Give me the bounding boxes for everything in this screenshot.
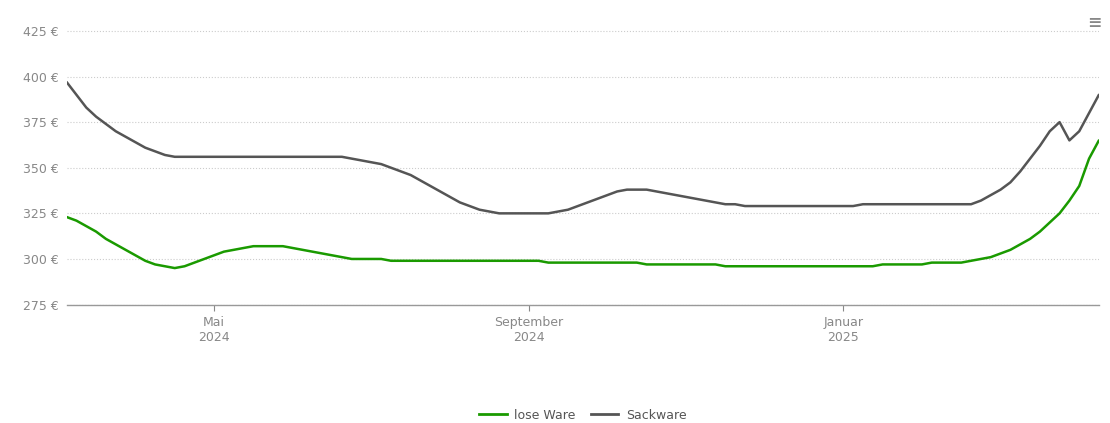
Legend: lose Ware, Sackware: lose Ware, Sackware xyxy=(474,404,692,423)
Text: ≡: ≡ xyxy=(1089,13,1101,33)
